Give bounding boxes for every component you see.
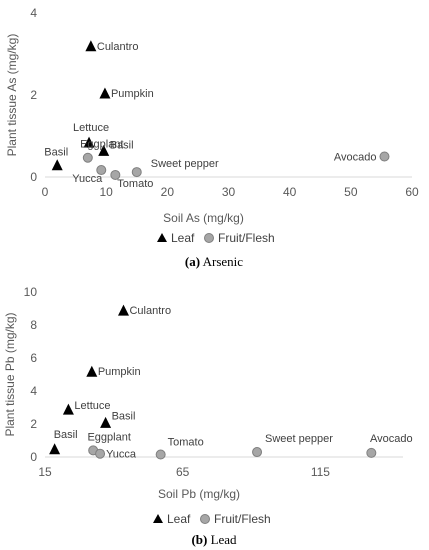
- chart1-point-label: Sweet pepper: [151, 158, 219, 170]
- chart1-caption-text: Arsenic: [200, 254, 243, 269]
- chart2-x-tick-label: 115: [311, 465, 330, 479]
- chart1-leaf-point: [85, 40, 97, 52]
- chart2-point-label: Pumpkin: [98, 366, 141, 378]
- chart1-leaf-point: [83, 136, 95, 148]
- chart1-fruit-point: [131, 167, 142, 178]
- chart2-leaf-point: [62, 403, 74, 415]
- chart1-leaf-point: [98, 144, 110, 156]
- chart1-point-label: Tomato: [117, 178, 153, 190]
- chart1-legend-leaf-marker: [157, 233, 167, 242]
- chart1-x-tick-label: 40: [283, 185, 297, 199]
- chart2-x-tick-label: 65: [176, 465, 190, 479]
- chart2-fruit-point: [252, 447, 263, 458]
- chart2-caption-text: Lead: [207, 532, 237, 547]
- chart2-leaf-point: [100, 416, 112, 428]
- chart2-point-label: Basil: [54, 429, 78, 441]
- chart1-fruit-point: [379, 151, 390, 162]
- chart1-caption: (a) Arsenic: [185, 254, 243, 269]
- chart1-point-label: Avocado: [334, 152, 377, 164]
- chart2-fruit-point: [95, 448, 106, 459]
- chart1-point-label: Yucca: [72, 173, 103, 185]
- chart1-point-label: Basil: [110, 139, 134, 151]
- chart2-point-label: Tomato: [168, 437, 204, 449]
- chart2-legend-leaf-marker: [153, 514, 163, 523]
- chart2-leaf-point: [86, 365, 98, 377]
- chart2-y-tick-label: 0: [30, 450, 37, 464]
- chart1-point-label: Pumpkin: [111, 88, 154, 100]
- chart2-fruit-point: [366, 447, 377, 458]
- chart1-leaf-point: [99, 87, 111, 99]
- chart2-y-tick-label: 10: [24, 285, 38, 299]
- chart1-x-tick-label: 10: [99, 185, 113, 199]
- chart1-point-label: Eggplant: [80, 139, 123, 151]
- chart1-x-tick-label: 0: [42, 185, 49, 199]
- chart1-y-tick-label: 2: [30, 88, 37, 102]
- chart1-x-tick-label: 50: [344, 185, 358, 199]
- chart2-point-label: Lettuce: [74, 400, 110, 412]
- chart2-legend-leaf-label: Leaf: [167, 512, 191, 526]
- chart1-leaf-point: [51, 159, 63, 171]
- chart2-point-label: Yucca: [106, 449, 137, 461]
- chart2-x-axis-title: Soil Pb (mg/kg): [158, 487, 240, 501]
- chart1-y-tick-label: 4: [30, 6, 37, 20]
- chart2-y-tick-label: 8: [30, 318, 37, 332]
- chart2-point-label: Sweet pepper: [265, 433, 333, 445]
- chart1-legend-fruit-marker: [204, 233, 214, 243]
- chart1-x-tick-label: 20: [161, 185, 175, 199]
- chart1-point-label: Basil: [44, 147, 68, 159]
- chart2-caption: (b) Lead: [191, 532, 237, 547]
- chart2-point-label: Eggplant: [87, 431, 130, 443]
- chart2-x-tick-label: 15: [38, 465, 52, 479]
- chart1-y-tick-label: 0: [30, 170, 37, 184]
- chart2-legend-fruit-marker: [200, 514, 210, 524]
- chart1-caption-letter: (a): [185, 254, 200, 269]
- chart1-legend-fruit-label: Fruit/Flesh: [218, 231, 275, 245]
- chart2-y-tick-label: 2: [30, 417, 37, 431]
- chart1-legend-leaf-label: Leaf: [171, 231, 195, 245]
- chart1-x-axis-title: Soil As (mg/kg): [163, 211, 244, 225]
- chart2-fruit-point: [155, 449, 166, 460]
- chart1-fruit-point: [110, 169, 121, 180]
- chart2-point-label: Culantro: [129, 305, 171, 317]
- chart2-leaf-point: [117, 304, 129, 316]
- chart2-leaf-point: [49, 443, 61, 455]
- chart2-point-label: Avocado: [370, 433, 413, 445]
- chart1-y-axis-title: Plant tissue As (mg/kg): [5, 34, 19, 157]
- chart2-legend-fruit-label: Fruit/Flesh: [214, 512, 271, 526]
- chart1-x-tick-label: 30: [222, 185, 236, 199]
- chart1-fruit-point: [82, 152, 93, 163]
- chart1-point-label: Lettuce: [73, 122, 109, 134]
- chart1-x-tick-label: 60: [405, 185, 419, 199]
- chart2-y-tick-label: 6: [30, 351, 37, 365]
- chart2-caption-letter: (b): [191, 532, 207, 547]
- chart2-point-label: Basil: [112, 410, 136, 422]
- chart1-point-label: Culantro: [97, 41, 139, 53]
- chart1-fruit-point: [96, 165, 107, 176]
- chart2-y-tick-label: 4: [30, 384, 37, 398]
- chart2-y-axis-title: Plant tissue Pb (mg/kg): [3, 312, 17, 436]
